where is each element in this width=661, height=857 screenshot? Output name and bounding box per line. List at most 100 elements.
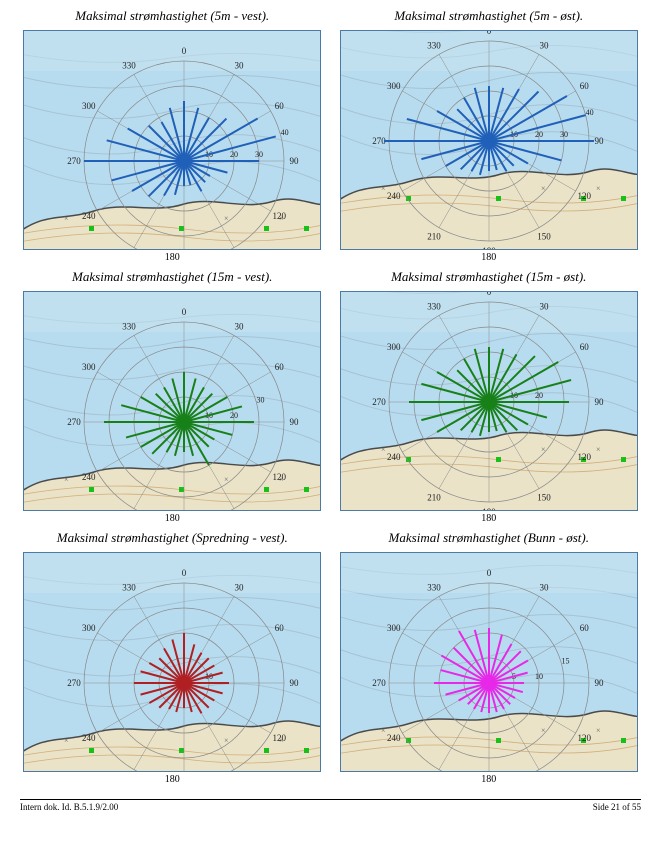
svg-text:15: 15 (561, 657, 569, 666)
svg-text:×: × (541, 184, 546, 193)
svg-text:300: 300 (387, 81, 401, 91)
svg-text:330: 330 (427, 302, 441, 312)
svg-text:40: 40 (585, 108, 593, 117)
radar-panel: Maksimal strømhastighet (5m - øst). ××× … (337, 8, 642, 263)
svg-text:120: 120 (577, 452, 591, 462)
svg-text:×: × (381, 184, 386, 193)
svg-text:330: 330 (123, 322, 137, 332)
svg-text:210: 210 (427, 231, 441, 241)
svg-text:20: 20 (535, 391, 543, 400)
radar-chart: ××× 030609012015018021024027030033010 (23, 552, 321, 772)
svg-text:300: 300 (387, 342, 401, 352)
svg-text:×: × (541, 445, 546, 454)
panel-title: Maksimal strømhastighet (5m - øst). (394, 8, 583, 24)
svg-text:30: 30 (235, 583, 245, 593)
svg-text:0: 0 (182, 307, 187, 317)
svg-text:×: × (381, 445, 386, 454)
svg-text:150: 150 (537, 231, 551, 241)
axis-bottom-label: 180 (165, 774, 180, 785)
svg-text:0: 0 (487, 31, 492, 36)
panel-title: Maksimal strømhastighet (5m - vest). (75, 8, 269, 24)
svg-text:30: 30 (235, 61, 245, 71)
radar-panel: Maksimal strømhastighet (Bunn - øst). × ×… (337, 530, 642, 785)
svg-text:90: 90 (594, 397, 604, 407)
svg-text:270: 270 (372, 397, 386, 407)
svg-text:×: × (64, 214, 69, 223)
svg-text:40: 40 (281, 128, 289, 137)
svg-text:300: 300 (82, 623, 96, 633)
svg-text:0: 0 (487, 568, 492, 578)
svg-text:60: 60 (580, 81, 590, 91)
svg-text:90: 90 (594, 136, 604, 146)
page-footer: Intern dok. Id. B.5.1.9/2.00 Side 21 of … (20, 799, 641, 812)
svg-text:10: 10 (535, 672, 543, 681)
svg-text:240: 240 (82, 733, 96, 743)
radar-panel: Maksimal strømhastighet (5m - vest). ×××… (20, 8, 325, 263)
svg-text:30: 30 (257, 396, 265, 405)
svg-text:90: 90 (290, 417, 300, 427)
panel-title: Maksimal strømhastighet (15m - øst). (391, 269, 586, 285)
svg-text:90: 90 (290, 156, 300, 166)
svg-text:60: 60 (275, 101, 285, 111)
svg-text:300: 300 (387, 623, 401, 633)
axis-bottom-label: 180 (481, 513, 496, 524)
radar-panel: Maksimal strømhastighet (15m - vest). ××… (20, 269, 325, 524)
axis-bottom-label: 180 (165, 252, 180, 263)
svg-text:60: 60 (275, 362, 285, 372)
svg-text:330: 330 (123, 583, 137, 593)
svg-text:90: 90 (290, 678, 300, 688)
svg-text:240: 240 (387, 191, 401, 201)
svg-text:300: 300 (82, 362, 96, 372)
axis-bottom-label: 180 (481, 252, 496, 263)
svg-text:0: 0 (487, 292, 492, 297)
radar-chart: ××× 030609012015018021024027030033010203… (340, 30, 638, 250)
svg-text:0: 0 (182, 46, 187, 56)
svg-text:0: 0 (182, 568, 187, 578)
svg-text:×: × (596, 726, 601, 735)
radar-chart: ××× 03060901201501802102402703003301020 (340, 291, 638, 511)
svg-text:330: 330 (123, 61, 137, 71)
footer-page-num: Side 21 of 55 (593, 802, 641, 812)
svg-text:330: 330 (427, 583, 441, 593)
svg-text:270: 270 (68, 678, 82, 688)
svg-text:180: 180 (482, 246, 496, 250)
svg-text:30: 30 (560, 130, 568, 139)
svg-text:30: 30 (539, 41, 549, 51)
axis-bottom-label: 180 (165, 513, 180, 524)
svg-text:×: × (541, 726, 546, 735)
svg-text:30: 30 (235, 322, 245, 332)
svg-text:60: 60 (275, 623, 285, 633)
svg-text:240: 240 (82, 211, 96, 221)
svg-text:60: 60 (580, 342, 590, 352)
svg-text:20: 20 (230, 150, 238, 159)
panel-title: Maksimal strømhastighet (Spredning - ves… (57, 530, 288, 546)
svg-text:20: 20 (230, 411, 238, 420)
svg-text:150: 150 (537, 492, 551, 502)
svg-text:180: 180 (482, 507, 496, 511)
svg-text:120: 120 (577, 733, 591, 743)
svg-text:×: × (596, 445, 601, 454)
svg-text:90: 90 (594, 678, 604, 688)
svg-text:240: 240 (387, 733, 401, 743)
svg-text:270: 270 (372, 678, 386, 688)
svg-text:×: × (64, 736, 69, 745)
svg-text:20: 20 (535, 130, 543, 139)
svg-text:270: 270 (68, 156, 82, 166)
svg-text:×: × (381, 726, 386, 735)
svg-text:300: 300 (82, 101, 96, 111)
svg-text:120: 120 (577, 191, 591, 201)
svg-text:120: 120 (273, 472, 287, 482)
svg-text:30: 30 (539, 302, 549, 312)
svg-text:270: 270 (68, 417, 82, 427)
footer-doc-id: Intern dok. Id. B.5.1.9/2.00 (20, 802, 118, 812)
svg-text:240: 240 (387, 452, 401, 462)
axis-bottom-label: 180 (481, 774, 496, 785)
radar-chart: ××× 030609012015018021024027030033051015 (340, 552, 638, 772)
radar-panel: Maksimal strømhastighet (15m - øst). × × ×… (337, 269, 642, 524)
radar-chart: ××× 030609012015018021024027030033010203… (23, 291, 321, 511)
radar-chart: ××× 030609012015018021024027030033010203… (23, 30, 321, 250)
panel-title: Maksimal strømhastighet (Bunn - øst). (389, 530, 589, 546)
svg-text:×: × (596, 184, 601, 193)
svg-text:30: 30 (539, 583, 549, 593)
radar-panel: Maksimal strømhastighet (Spredning - ves… (20, 530, 325, 785)
